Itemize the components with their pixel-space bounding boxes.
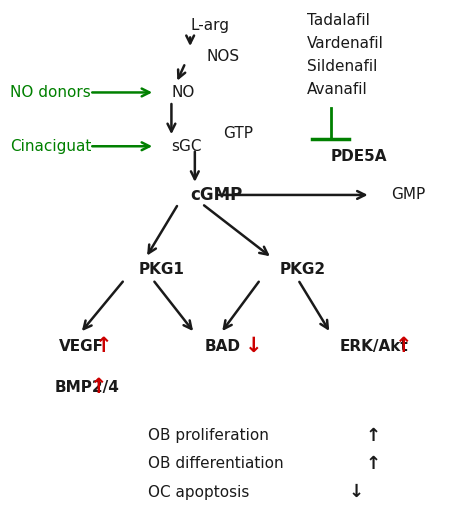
Text: NO donors: NO donors [10,85,91,100]
Text: Sildenafil: Sildenafil [307,60,378,75]
Text: OC apoptosis: OC apoptosis [148,485,249,500]
Text: Vardenafil: Vardenafil [307,36,384,51]
Text: ↓: ↓ [245,336,262,356]
Text: sGC: sGC [172,139,202,154]
Text: BMP2/4: BMP2/4 [55,380,119,395]
Text: ERK/Akt: ERK/Akt [340,339,409,354]
Text: GMP: GMP [392,188,426,203]
Text: ↑: ↑ [365,427,381,445]
Text: PKG2: PKG2 [279,262,325,277]
Text: L-arg: L-arg [190,18,229,33]
Text: ↑: ↑ [394,336,412,356]
Text: OB differentiation: OB differentiation [148,456,283,471]
Text: Cinaciguat: Cinaciguat [10,139,91,154]
Text: Avanafil: Avanafil [307,82,368,97]
Text: ↑: ↑ [90,377,108,397]
Text: BAD: BAD [204,339,240,354]
Text: GTP: GTP [223,126,253,141]
Text: VEGF: VEGF [59,339,104,354]
Text: OB proliferation: OB proliferation [148,428,269,443]
Text: NO: NO [172,85,195,100]
Text: ↑: ↑ [365,455,381,473]
Text: ↑: ↑ [95,336,112,356]
Text: PDE5A: PDE5A [331,149,387,164]
Text: Tadalafil: Tadalafil [307,13,370,28]
Text: cGMP: cGMP [190,186,242,204]
Text: PKG1: PKG1 [138,262,184,277]
Text: ↓: ↓ [349,483,364,501]
Text: NOS: NOS [207,49,240,64]
